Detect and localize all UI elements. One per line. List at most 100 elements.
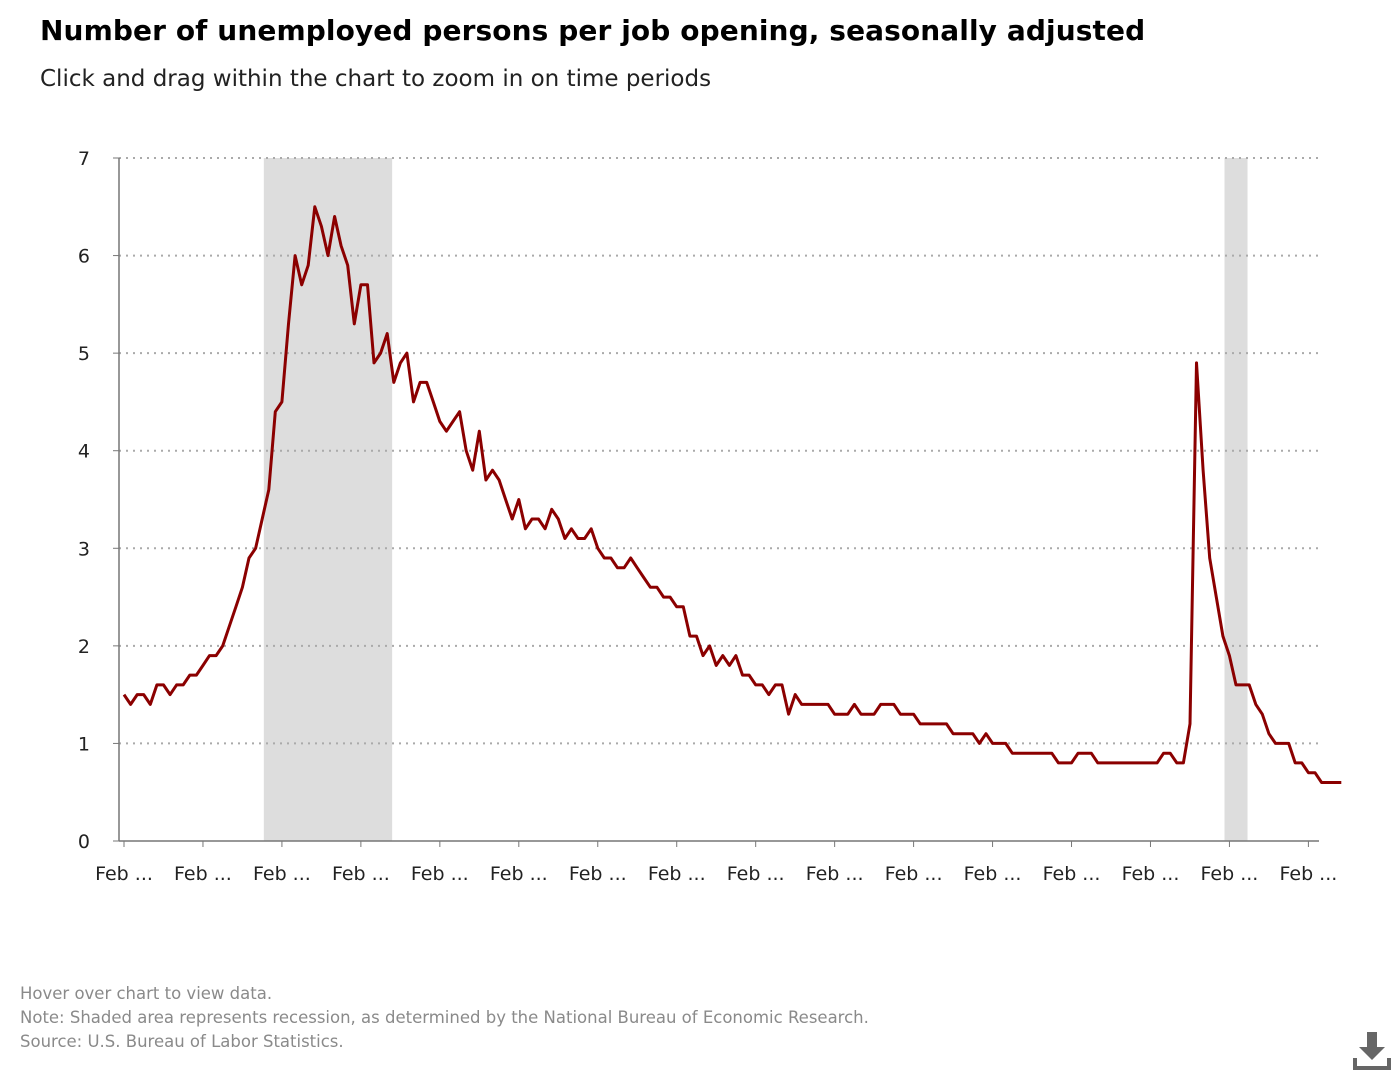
data-point[interactable]	[845, 711, 851, 717]
data-point[interactable]	[1305, 770, 1311, 776]
data-point[interactable]	[536, 516, 542, 522]
data-point[interactable]	[1292, 760, 1298, 766]
data-point[interactable]	[516, 497, 522, 503]
data-point[interactable]	[733, 653, 739, 659]
data-point[interactable]	[838, 711, 844, 717]
data-point[interactable]	[193, 672, 199, 678]
data-point[interactable]	[1319, 779, 1325, 785]
data-point[interactable]	[226, 623, 232, 629]
data-point[interactable]	[687, 633, 693, 639]
data-point[interactable]	[950, 731, 956, 737]
data-point[interactable]	[878, 701, 884, 707]
data-point[interactable]	[1167, 750, 1173, 756]
data-point[interactable]	[621, 565, 627, 571]
data-point[interactable]	[128, 701, 134, 707]
data-point[interactable]	[799, 701, 805, 707]
data-point[interactable]	[430, 399, 436, 405]
data-point[interactable]	[608, 555, 614, 561]
data-point[interactable]	[1134, 760, 1140, 766]
data-point[interactable]	[1049, 750, 1055, 756]
data-point[interactable]	[121, 692, 127, 698]
data-point[interactable]	[364, 282, 370, 288]
data-point[interactable]	[996, 740, 1002, 746]
data-point[interactable]	[1088, 750, 1094, 756]
data-point[interactable]	[759, 682, 765, 688]
data-point[interactable]	[930, 721, 936, 727]
data-point[interactable]	[167, 692, 173, 698]
data-point[interactable]	[483, 477, 489, 483]
data-point[interactable]	[871, 711, 877, 717]
data-point[interactable]	[805, 701, 811, 707]
data-point[interactable]	[424, 379, 430, 385]
data-point[interactable]	[818, 701, 824, 707]
data-point[interactable]	[332, 214, 338, 220]
data-point[interactable]	[397, 360, 403, 366]
data-point[interactable]	[207, 653, 213, 659]
data-point[interactable]	[457, 409, 463, 415]
series-line[interactable]	[122, 205, 1342, 784]
data-point[interactable]	[865, 711, 871, 717]
data-point[interactable]	[1187, 721, 1193, 727]
data-point[interactable]	[825, 701, 831, 707]
data-point[interactable]	[957, 731, 963, 737]
data-point[interactable]	[720, 653, 726, 659]
data-point[interactable]	[1299, 760, 1305, 766]
data-point[interactable]	[1266, 731, 1272, 737]
data-point[interactable]	[812, 701, 818, 707]
data-point[interactable]	[213, 653, 219, 659]
data-point[interactable]	[1233, 682, 1239, 688]
data-point[interactable]	[983, 731, 989, 737]
data-point[interactable]	[318, 223, 324, 229]
data-point[interactable]	[674, 604, 680, 610]
data-point[interactable]	[463, 448, 469, 454]
data-point[interactable]	[180, 682, 186, 688]
data-point[interactable]	[1180, 760, 1186, 766]
data-point[interactable]	[595, 545, 601, 551]
data-point[interactable]	[470, 467, 476, 473]
data-point[interactable]	[911, 711, 917, 717]
data-point[interactable]	[299, 282, 305, 288]
data-point[interactable]	[897, 711, 903, 717]
data-point[interactable]	[246, 555, 252, 561]
data-point[interactable]	[542, 526, 548, 532]
data-point[interactable]	[1325, 779, 1331, 785]
data-point[interactable]	[1121, 760, 1127, 766]
data-point[interactable]	[1009, 750, 1015, 756]
series-layer[interactable]	[122, 205, 1342, 784]
data-point[interactable]	[160, 682, 166, 688]
data-point[interactable]	[154, 682, 160, 688]
data-point[interactable]	[654, 584, 660, 590]
data-point[interactable]	[239, 584, 245, 590]
data-point[interactable]	[1286, 740, 1292, 746]
data-point[interactable]	[1213, 594, 1219, 600]
data-point[interactable]	[904, 711, 910, 717]
data-point[interactable]	[1036, 750, 1042, 756]
data-point[interactable]	[1042, 750, 1048, 756]
data-point[interactable]	[792, 692, 798, 698]
data-point[interactable]	[141, 692, 147, 698]
data-point[interactable]	[450, 418, 456, 424]
data-point[interactable]	[693, 633, 699, 639]
data-point[interactable]	[1174, 760, 1180, 766]
data-point[interactable]	[976, 740, 982, 746]
data-point[interactable]	[134, 692, 140, 698]
data-point[interactable]	[1095, 760, 1101, 766]
data-point[interactable]	[924, 721, 930, 727]
data-point[interactable]	[384, 331, 390, 337]
data-point[interactable]	[338, 243, 344, 249]
data-point[interactable]	[1022, 750, 1028, 756]
data-point[interactable]	[437, 418, 443, 424]
data-point[interactable]	[575, 536, 581, 542]
download-icon[interactable]	[1352, 1030, 1392, 1072]
data-point[interactable]	[391, 379, 397, 385]
data-point[interactable]	[286, 321, 292, 327]
data-point[interactable]	[1128, 760, 1134, 766]
data-point[interactable]	[667, 594, 673, 600]
data-point[interactable]	[1273, 740, 1279, 746]
data-point[interactable]	[1055, 760, 1061, 766]
data-point[interactable]	[753, 682, 759, 688]
data-point[interactable]	[200, 662, 206, 668]
data-point[interactable]	[917, 721, 923, 727]
data-point[interactable]	[1240, 682, 1246, 688]
data-point[interactable]	[779, 682, 785, 688]
